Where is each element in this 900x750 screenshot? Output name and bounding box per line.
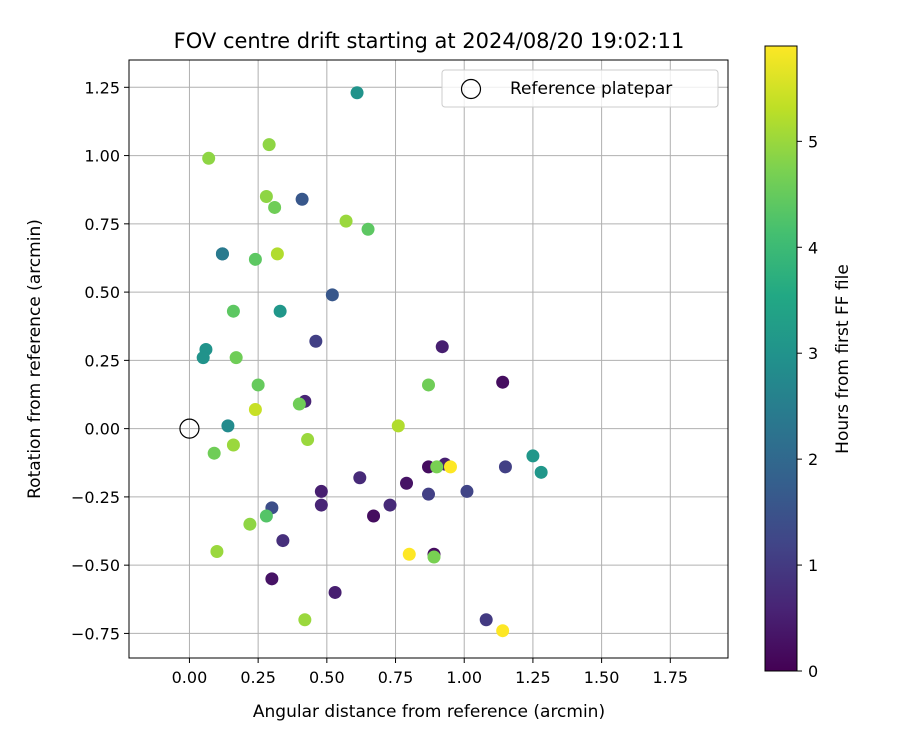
- scatter-point: [314, 484, 328, 498]
- scatter-point: [402, 547, 416, 561]
- reference-platepar-marker: [179, 418, 200, 439]
- scatter-point: [435, 340, 449, 354]
- scatter-point: [391, 419, 405, 433]
- x-tick-label: 1.75: [652, 668, 688, 687]
- scatter-point: [430, 460, 444, 474]
- colorbar: 0 1 2 3 4 5 Hours from first FF file: [764, 45, 853, 681]
- scatter-point: [210, 545, 224, 559]
- scatter-point: [226, 438, 240, 452]
- scatter-point: [295, 192, 309, 206]
- colorbar-ticks: 0 1 2 3 4 5: [797, 132, 818, 681]
- scatter-point: [353, 471, 367, 485]
- scatter-point: [350, 86, 364, 100]
- x-tick-label: 0.00: [172, 668, 208, 687]
- x-tick-label: 1.50: [584, 668, 620, 687]
- scatter-point: [314, 498, 328, 512]
- scatter-point: [534, 465, 548, 479]
- x-tick-label: 0.50: [309, 668, 345, 687]
- scatter-point: [526, 449, 540, 463]
- x-tick-label: 0.25: [240, 668, 276, 687]
- scatter-point: [243, 517, 257, 531]
- legend: Reference platepar: [441, 69, 719, 108]
- legend-marker-reference: [460, 78, 482, 100]
- scatter-point: [422, 487, 435, 501]
- legend-box: [441, 69, 719, 108]
- colorbar-frame: [764, 45, 798, 672]
- y-tick-label: 0.50: [84, 283, 120, 302]
- colorbar-tick-label: 2: [808, 450, 818, 469]
- y-axis-label: Rotation from reference (arcmin): [25, 219, 45, 499]
- scatter-point: [496, 624, 510, 638]
- scatter-point: [325, 288, 339, 302]
- x-tick-label: 1.00: [446, 668, 482, 687]
- chart-title: FOV centre drift starting at 2024/08/20 …: [174, 29, 685, 53]
- scatter-point: [268, 200, 282, 214]
- colorbar-label: Hours from first FF file: [833, 264, 853, 454]
- scatter-point: [496, 375, 510, 389]
- scatter-point: [207, 446, 221, 460]
- scatter-point: [301, 433, 315, 447]
- scatter-point: [202, 151, 216, 165]
- scatter-point: [400, 476, 414, 490]
- scatter-point: [259, 190, 273, 204]
- scatter-point: [339, 214, 353, 228]
- scatter-point: [460, 484, 474, 498]
- scatter-point: [248, 403, 262, 417]
- scatter-point: [443, 460, 457, 474]
- x-tick-label: 1.25: [515, 668, 551, 687]
- scatter-point: [498, 460, 512, 474]
- scatter-point: [259, 509, 273, 523]
- scatter-point: [251, 378, 265, 392]
- scatter-point: [265, 572, 279, 586]
- scatter-point: [367, 509, 381, 523]
- scatter-point: [221, 419, 235, 433]
- colorbar-tick-label: 3: [808, 344, 818, 363]
- colorbar-gradient: [765, 46, 797, 671]
- reference-marker-layer: [179, 418, 200, 439]
- scatter-point: [226, 304, 240, 318]
- scatter-point: [422, 378, 435, 392]
- scatter-points: [196, 86, 548, 638]
- scatter-point: [215, 247, 229, 261]
- colorbar-tick-label: 0: [808, 662, 818, 681]
- scatter-point: [229, 351, 243, 365]
- y-tick-label: −0.75: [71, 624, 120, 643]
- scatter-point: [196, 351, 210, 365]
- plot-frame: [128, 59, 729, 659]
- scatter-point: [248, 252, 262, 266]
- scatter-point: [273, 304, 287, 318]
- scatter-point: [479, 613, 493, 627]
- scatter-point: [276, 534, 290, 548]
- scatter-point: [262, 138, 276, 152]
- legend-entry-reference: Reference platepar: [510, 79, 672, 99]
- y-tick-label: −0.25: [71, 488, 120, 507]
- y-tick-label: −0.50: [71, 556, 120, 575]
- grid-lines: [129, 60, 728, 658]
- y-tick-label: 0.25: [84, 351, 120, 370]
- x-tick-label: 0.75: [378, 668, 414, 687]
- y-axis-ticks: −0.75 −0.50 −0.25 0.00 0.25 0.50 0.75 1.00 1.25: [71, 78, 129, 643]
- scatter-point: [383, 498, 397, 512]
- scatter-point: [427, 550, 441, 564]
- scatter-point: [292, 397, 306, 411]
- scatter-point: [298, 613, 312, 627]
- y-tick-label: 1.00: [84, 147, 120, 166]
- x-axis-ticks: 0.00 0.25 0.50 0.75 1.00 1.25 1.50 1.75: [172, 658, 688, 687]
- x-axis-label: Angular distance from reference (arcmin): [253, 702, 605, 722]
- y-tick-label: 1.25: [84, 78, 120, 97]
- colorbar-tick-label: 1: [808, 556, 818, 575]
- colorbar-tick-label: 5: [808, 132, 818, 151]
- scatter-point: [328, 585, 342, 599]
- y-tick-label: 0.75: [84, 215, 120, 234]
- y-tick-label: 0.00: [84, 420, 120, 439]
- colorbar-tick-label: 4: [808, 238, 818, 257]
- scatter-point: [309, 334, 323, 348]
- scatter-point: [361, 222, 375, 236]
- scatter-point: [270, 247, 284, 261]
